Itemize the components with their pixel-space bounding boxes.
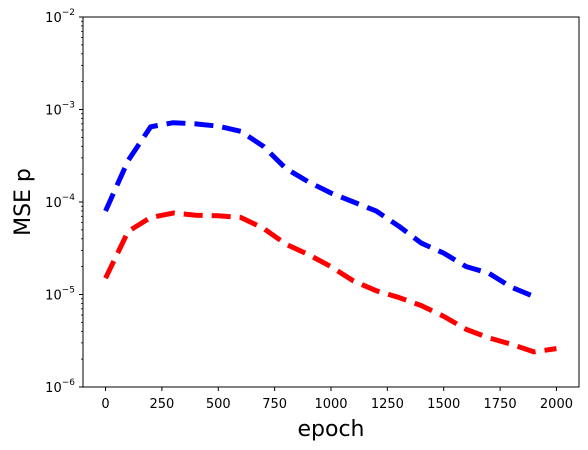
series-layer xyxy=(103,120,557,355)
y-tick-label: 10−3 xyxy=(45,101,75,119)
y-axis-title: MSE p xyxy=(11,168,36,236)
x-axis: 0 250 500 750 1000 1250 1500 1750 2000 xyxy=(101,387,573,412)
x-tick-label: 1750 xyxy=(484,397,517,412)
x-tick-label: 750 xyxy=(262,397,287,412)
series-line-2 xyxy=(103,210,557,355)
x-tick-label: 1250 xyxy=(371,397,404,412)
series-line-1 xyxy=(103,120,535,299)
x-tick-label: 1500 xyxy=(427,397,460,412)
y-tick-label: 10−6 xyxy=(45,378,75,396)
plot-area-frame xyxy=(82,16,580,388)
x-tick-label: 500 xyxy=(206,397,231,412)
y-tick-label: 10−2 xyxy=(45,8,75,26)
x-tick-label: 0 xyxy=(101,397,109,412)
x-tick-label: 250 xyxy=(149,397,174,412)
y-tick-label: 10−5 xyxy=(45,286,75,304)
x-tick-label: 2000 xyxy=(540,397,573,412)
x-axis-title: epoch xyxy=(298,417,365,442)
y-axis: 10−6 10−5 10−4 10−3 10−2 xyxy=(45,8,83,396)
y-tick-label: 10−4 xyxy=(45,193,75,211)
x-tick-label: 1000 xyxy=(314,397,347,412)
